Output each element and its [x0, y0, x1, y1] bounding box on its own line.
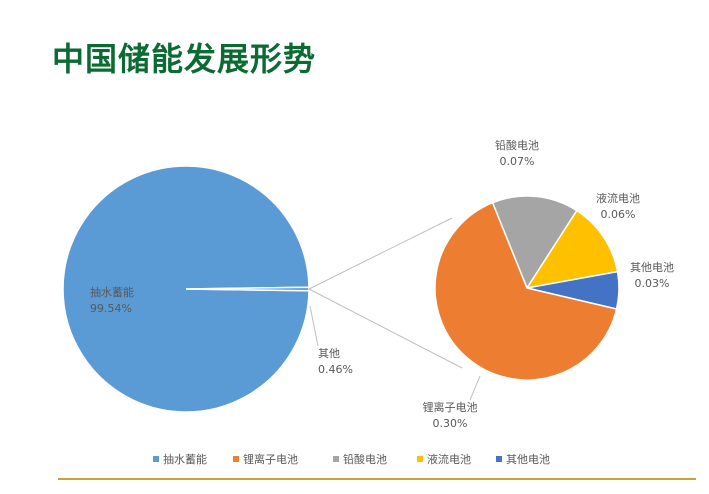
legend-label-1: 锂离子电池 — [243, 452, 298, 466]
secondary-slice-2 — [525, 209, 619, 290]
leader-line-lithium — [469, 375, 481, 401]
page-title: 中国储能发展形势 — [52, 40, 317, 78]
legend-swatch-1 — [233, 456, 239, 462]
leader-line-other — [309, 305, 319, 347]
legend-label-0: 抽水蓄能 — [163, 452, 207, 466]
legend-swatch-2 — [333, 456, 339, 462]
connector-line-top — [308, 217, 453, 290]
label-other-name: 其他 — [318, 347, 340, 360]
label-lead-acid-name: 铅酸电池 — [495, 138, 539, 152]
secondary-slice-1 — [491, 195, 578, 290]
primary-slice-other — [185, 286, 310, 292]
label-other-battery-value: 0.03% — [635, 277, 670, 290]
bottom-divider — [58, 478, 696, 480]
label-pumped-hydro-value: 99.54% — [90, 302, 132, 315]
label-other-battery-name: 其他电池 — [630, 261, 674, 274]
legend-swatch-0 — [153, 456, 159, 462]
label-flow-value: 0.06% — [601, 208, 636, 221]
label-lead-acid-value: 0.07% — [500, 155, 535, 168]
label-lithium-name: 锂离子电池 — [423, 400, 478, 414]
legend-swatch-4 — [496, 456, 502, 462]
label-pumped-hydro-name: 抽水蓄能 — [90, 285, 134, 299]
legend-label-4: 其他电池 — [506, 453, 550, 466]
legend-swatch-3 — [417, 456, 423, 462]
legend-label-3: 液流电池 — [427, 452, 471, 466]
legend-label-2: 铅酸电池 — [343, 452, 387, 466]
label-lithium-value: 0.30% — [433, 417, 468, 430]
secondary-slice-0 — [434, 201, 618, 381]
label-flow-name: 液流电池 — [596, 191, 640, 205]
label-other-value: 0.46% — [318, 363, 353, 376]
connector-line-bottom — [308, 288, 463, 369]
